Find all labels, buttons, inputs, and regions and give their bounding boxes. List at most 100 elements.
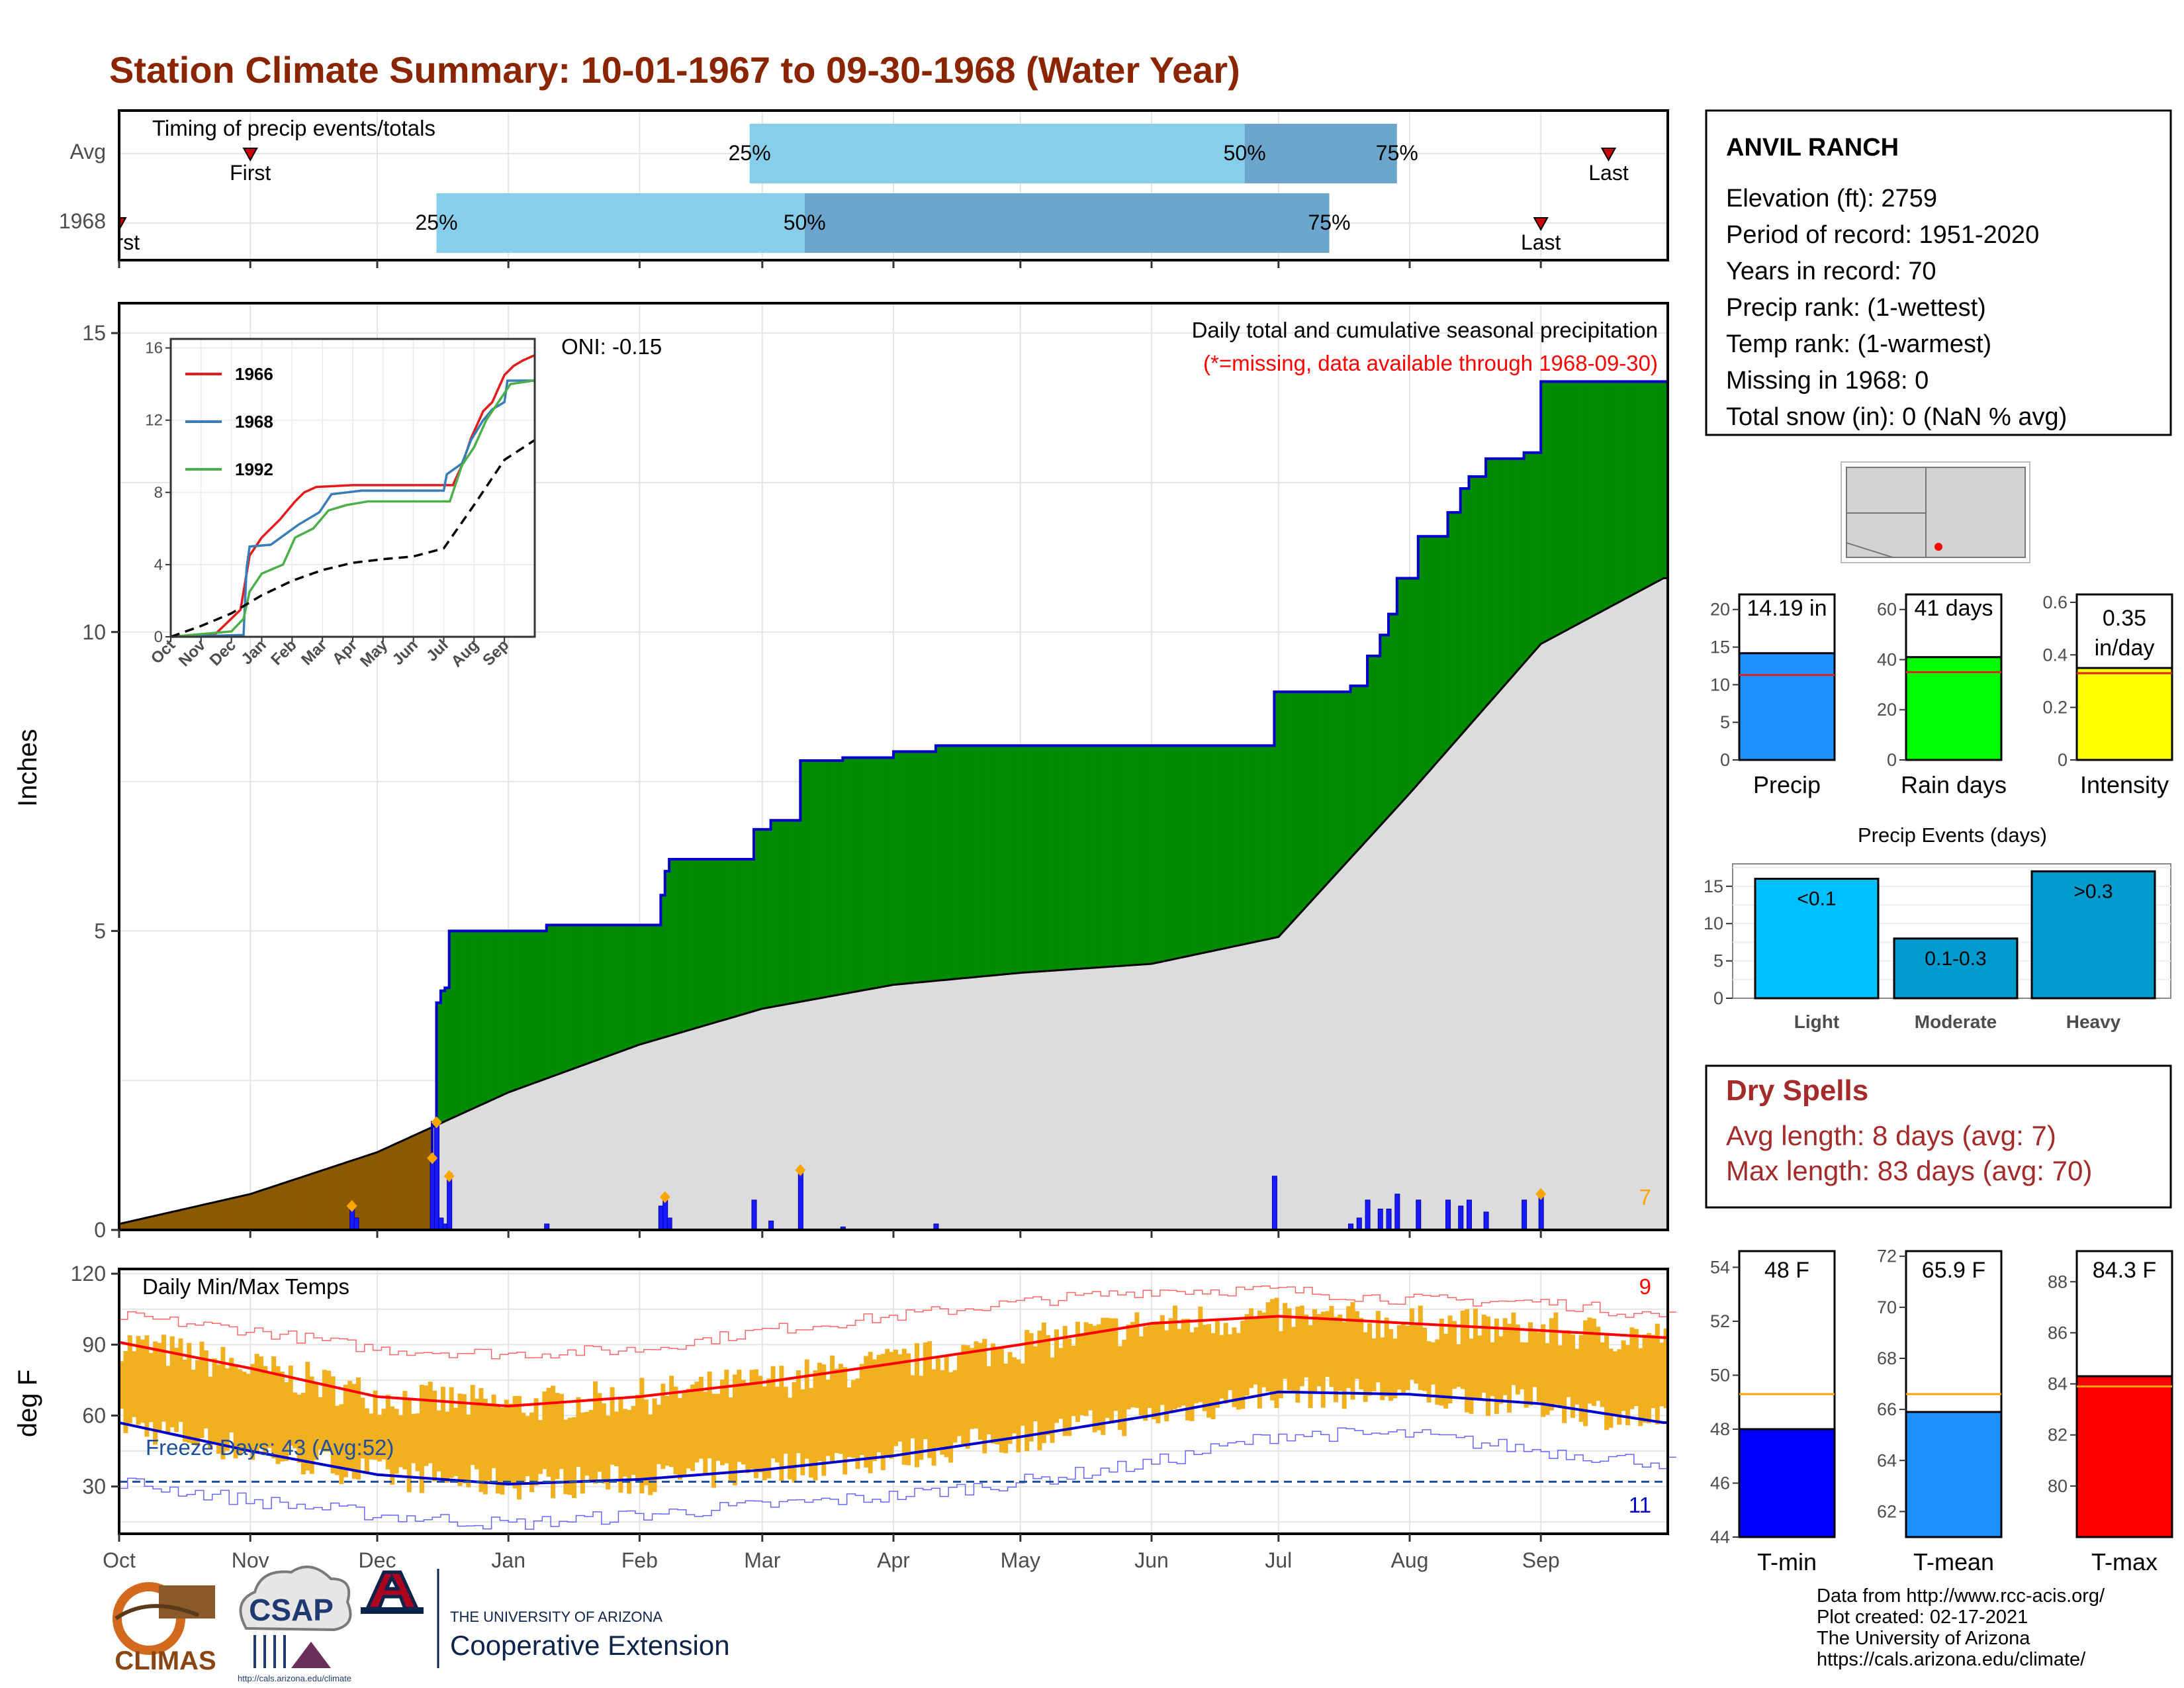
station-years: Years in record: 70 <box>1726 258 1936 285</box>
deficit-area-segment <box>229 1197 234 1230</box>
daily-temp-bar <box>965 1345 970 1449</box>
surplus-area-segment <box>711 859 717 1024</box>
surplus-area-segment <box>1206 745 1212 953</box>
surplus-area-segment <box>690 859 696 1030</box>
daily-temp-bar <box>1152 1323 1156 1420</box>
daily-temp-bar <box>588 1410 594 1483</box>
summary-bar-name: Precip <box>1753 771 1821 798</box>
daily-temp-bar <box>203 1350 208 1429</box>
temp-bar-y-tick-label: 64 <box>1877 1450 1897 1470</box>
surplus-area-segment <box>1198 745 1203 955</box>
surplus-area-segment <box>745 859 751 1014</box>
daily-temp-bar <box>944 1356 949 1458</box>
daily-temp-bar <box>1283 1303 1288 1379</box>
daily-temp-bar <box>326 1370 332 1452</box>
daily-temp-bar <box>169 1336 175 1428</box>
deficit-area-segment <box>309 1173 314 1230</box>
daily-temp-bar <box>1172 1305 1177 1410</box>
deficit-area-segment <box>300 1176 306 1230</box>
surplus-area-segment <box>766 829 772 1008</box>
daily-temp-bar <box>322 1370 327 1452</box>
inset-legend-label: 1968 <box>235 412 273 432</box>
surplus-area-segment <box>618 925 623 1053</box>
surplus-area-segment <box>521 931 526 1088</box>
daily-temp-bar <box>402 1391 408 1470</box>
surplus-area-segment <box>1553 381 1559 637</box>
daily-precip-bar <box>1467 1199 1473 1231</box>
daily-temp-bar <box>1574 1348 1580 1405</box>
surplus-area-segment <box>1037 745 1042 972</box>
temp-bar-t-mean <box>1905 1411 2003 1538</box>
daily-temp-bar <box>555 1393 560 1479</box>
deficit-area-segment <box>132 1220 137 1230</box>
surplus-area-segment <box>1172 745 1177 960</box>
daily-temp-bar <box>770 1366 776 1459</box>
surplus-area-segment <box>804 760 809 1002</box>
daily-temp-bar <box>508 1403 514 1484</box>
daily-temp-bar <box>1346 1306 1351 1388</box>
daily-temp-bar <box>914 1343 919 1468</box>
station-temp-rank: Temp rank: (1-warmest) <box>1726 330 1991 358</box>
daily-temp-bar <box>1566 1330 1571 1397</box>
surplus-area-segment <box>597 925 602 1060</box>
daily-temp-bar <box>1629 1327 1635 1409</box>
daily-temp-bar <box>356 1377 361 1480</box>
temp-y-tick-label: 120 <box>71 1262 106 1286</box>
daily-temp-bar <box>415 1413 420 1472</box>
daily-temp-bar <box>1520 1342 1525 1389</box>
daily-temp-bar <box>1228 1334 1233 1390</box>
daily-precip-bar <box>434 1121 440 1231</box>
station-box-frame <box>1705 109 2172 436</box>
daily-temp-bar <box>682 1391 687 1477</box>
deficit-area-segment <box>208 1202 213 1230</box>
surplus-area-segment <box>935 745 940 981</box>
surplus-area-segment <box>639 925 645 1045</box>
month-tick-label: Oct <box>103 1548 136 1572</box>
daily-temp-bar <box>491 1394 496 1468</box>
daily-temp-bar <box>1067 1338 1072 1436</box>
daily-temp-bar <box>1232 1327 1237 1407</box>
record-max-line <box>119 1286 1676 1360</box>
month-tick-label: Jan <box>491 1548 525 1572</box>
surplus-area-segment <box>965 745 970 978</box>
daily-temp-bar <box>406 1399 412 1493</box>
daily-temp-bar <box>1016 1359 1021 1452</box>
daily-temp-bar <box>436 1410 441 1472</box>
daily-temp-bar <box>1304 1314 1309 1378</box>
daily-temp-bar <box>728 1397 733 1481</box>
daily-temp-bar <box>475 1398 480 1470</box>
daily-temp-bar <box>1325 1311 1330 1377</box>
surplus-area-segment <box>1621 381 1626 601</box>
dry-spells-title: Dry Spells <box>1726 1074 1868 1107</box>
daily-temp-bar <box>749 1370 754 1469</box>
normal-max-line <box>118 1315 1668 1408</box>
daily-temp-bar <box>1147 1322 1152 1408</box>
surplus-area-segment <box>923 751 928 982</box>
daily-temp-bar <box>1122 1339 1127 1436</box>
events-bar-label: 0.1-0.3 <box>1925 948 1986 970</box>
daily-temp-bar <box>690 1384 696 1472</box>
daily-temp-bar <box>970 1348 975 1429</box>
daily-temp-bar <box>1299 1305 1304 1387</box>
surplus-area-segment <box>1633 381 1639 594</box>
surplus-area-segment <box>1338 692 1343 872</box>
credit-university: The University of Arizona <box>1817 1628 2030 1649</box>
surplus-area-segment <box>652 925 657 1041</box>
daily-temp-bar <box>639 1378 645 1494</box>
daily-temp-bar <box>927 1341 933 1458</box>
surplus-area-segment <box>1156 745 1161 963</box>
daily-temp-bar <box>1367 1323 1373 1396</box>
surplus-area-segment <box>1545 381 1550 642</box>
surplus-area-segment <box>1160 745 1165 962</box>
surplus-area-segment <box>622 925 627 1051</box>
daily-temp-bar <box>254 1354 259 1454</box>
surplus-area-segment <box>919 751 924 983</box>
daily-temp-bar <box>766 1378 772 1479</box>
daily-temp-bar <box>1405 1325 1410 1391</box>
inset-x-tick-label: Jul <box>423 636 452 665</box>
daily-temp-bar <box>1236 1333 1241 1410</box>
daily-temp-bar <box>233 1364 238 1459</box>
surplus-area-segment <box>788 820 793 1004</box>
deficit-area-segment <box>157 1214 162 1230</box>
surplus-area-segment <box>1596 381 1601 615</box>
